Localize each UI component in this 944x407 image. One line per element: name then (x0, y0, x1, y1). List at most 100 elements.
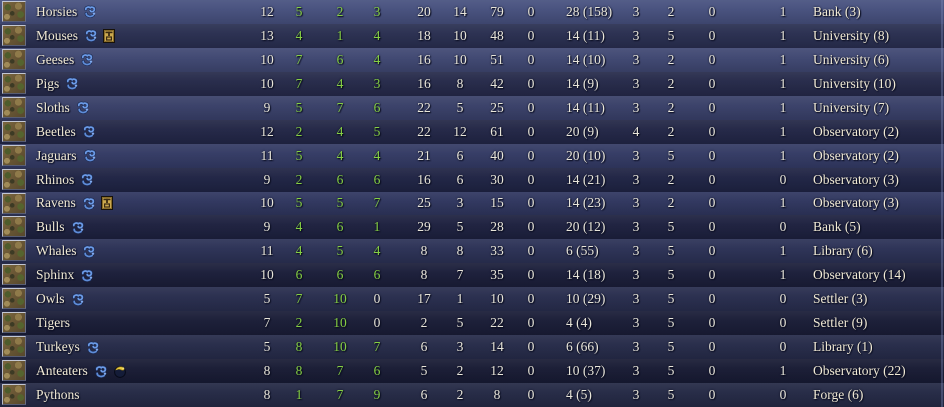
city-thumbnail-icon[interactable] (2, 288, 26, 310)
production-item: Library (6) (813, 243, 873, 259)
city-thumbnail-icon[interactable] (2, 120, 26, 142)
city-thumbnail-icon[interactable] (2, 72, 26, 94)
stat-value: 0 (779, 315, 787, 331)
stat-value: 6 (55) (566, 243, 599, 259)
stat-value: 0 (527, 99, 535, 115)
city-row[interactable]: Tigers 7 2 10 0 2 5 22 0 4 (4) 3 5 0 0 Settler (9) (0, 311, 944, 336)
stat-value: 0 (708, 267, 716, 283)
stat-value: 0 (527, 267, 535, 283)
city-name: Pigs (36, 75, 60, 91)
stat-value: 1 (373, 219, 381, 235)
city-row[interactable]: Sloths 9 5 7 6 22 5 25 0 14 (11) 3 2 0 1 University … (0, 95, 944, 120)
city-row[interactable]: Pigs 10 7 4 3 16 8 42 0 14 (9) 3 2 0 1 University (1… (0, 71, 944, 96)
production-item: Observatory (3) (813, 195, 899, 211)
stat-value: 0 (708, 123, 716, 139)
stat-value: 2 (420, 315, 428, 331)
stat-value: 4 (295, 27, 303, 43)
city-row[interactable]: Whales 11 4 5 4 8 8 33 0 6 (55) 3 5 0 1 Library (6) (0, 239, 944, 264)
stat-value: 1 (779, 195, 787, 211)
stat-value: 5 (667, 339, 675, 355)
religion-swirl-icon (71, 221, 85, 234)
stat-value: 15 (490, 195, 504, 211)
stat-value: 6 (336, 219, 344, 235)
stat-value: 0 (708, 386, 716, 402)
stat-value: 6 (295, 267, 303, 283)
city-name: Pythons (36, 386, 80, 402)
stat-value: 7 (295, 291, 303, 307)
stat-value: 7 (295, 75, 303, 91)
stat-value: 5 (373, 123, 381, 139)
stat-value: 14 (23) (566, 195, 606, 211)
stat-value: 0 (527, 243, 535, 259)
stat-value: 10 (260, 51, 274, 67)
religion-swirl-icon (82, 245, 96, 258)
stat-value: 7 (336, 386, 344, 402)
stat-value: 10 (453, 27, 467, 43)
city-row[interactable]: Geeses 10 7 6 4 16 10 51 0 14 (10) 3 2 0 1 Universit… (0, 47, 944, 72)
city-row[interactable]: Anteaters 8 8 7 6 5 2 12 0 10 (37) 3 5 0 1 Observato… (0, 359, 944, 383)
stat-value: 2 (295, 123, 303, 139)
stat-value: 1 (456, 291, 464, 307)
stat-value: 6 (420, 339, 428, 355)
stat-value: 2 (667, 195, 675, 211)
city-thumbnail-icon[interactable] (2, 168, 26, 190)
religion-swirl-icon (83, 5, 97, 19)
city-row[interactable]: Mouses 13 4 1 4 18 10 48 0 14 (11) 3 5 0 1 Universit… (0, 23, 944, 48)
stat-value: 10 (333, 315, 347, 331)
religion-swirl-icon (80, 173, 94, 186)
stat-value: 10 (333, 339, 347, 355)
stat-value: 3 (632, 243, 640, 259)
production-item: Bank (5) (813, 219, 861, 235)
city-thumbnail-icon[interactable] (2, 360, 26, 382)
stat-value: 21 (417, 147, 431, 163)
stat-value: 2 (336, 3, 344, 19)
stat-value: 6 (456, 147, 464, 163)
city-row[interactable]: Pythons 8 1 7 9 6 2 8 0 4 (5) 3 5 0 0 Forge (6) (0, 383, 944, 407)
city-thumbnail-icon[interactable] (2, 240, 26, 262)
city-thumbnail-icon[interactable] (2, 24, 26, 46)
city-name: Owls (36, 291, 65, 307)
city-thumbnail-icon[interactable] (2, 384, 26, 405)
stat-value: 7 (295, 51, 303, 67)
stat-value: 0 (708, 3, 716, 19)
stat-value: 33 (490, 243, 504, 259)
city-row[interactable]: Owls 5 7 10 0 17 1 10 0 10 (29) 3 5 0 0 Settler (3) (0, 287, 944, 312)
stat-value: 6 (336, 267, 344, 283)
city-row[interactable]: Jaguars 11 5 4 4 21 6 40 0 20 (10) 3 5 0 1 Observato… (0, 143, 944, 168)
stat-value: 8 (420, 243, 428, 259)
city-thumbnail-icon[interactable] (2, 264, 26, 286)
production-item: Settler (9) (813, 315, 868, 331)
stat-value: 8 (295, 363, 303, 379)
city-name: Ravens (36, 195, 76, 211)
city-row[interactable]: Turkeys 5 8 10 7 6 3 14 0 6 (66) 3 5 0 0 Library (1) (0, 335, 944, 360)
city-row[interactable]: Ravens 10 5 5 7 25 3 15 0 14 (23) 3 2 0 1 Observator… (0, 191, 944, 216)
city-row[interactable]: Beetles 12 2 4 5 22 12 61 0 20 (9) 4 2 0 1 Observato… (0, 119, 944, 144)
city-row[interactable]: Horsies 12 5 2 3 20 14 79 0 28 (158) 3 2 0 1 Bank (3… (0, 0, 944, 24)
stat-value: 4 (336, 75, 344, 91)
stat-value: 8 (263, 363, 271, 379)
stat-value: 3 (456, 195, 464, 211)
stat-value: 14 (18) (566, 267, 606, 283)
city-thumbnail-icon[interactable] (2, 312, 26, 334)
production-item: Observatory (2) (813, 123, 899, 139)
city-thumbnail-icon[interactable] (2, 144, 26, 166)
city-thumbnail-icon[interactable] (2, 192, 26, 214)
city-thumbnail-icon[interactable] (2, 216, 26, 238)
city-row[interactable]: Rhinos 9 2 6 6 16 6 30 0 14 (21) 3 2 0 0 Observatory… (0, 167, 944, 192)
stat-value: 2 (667, 123, 675, 139)
religion-swirl-icon (80, 53, 94, 67)
stat-value: 13 (260, 27, 274, 43)
stat-value: 0 (779, 291, 787, 307)
religion-swirl-icon (82, 125, 96, 139)
city-row[interactable]: Sphinx 10 6 6 6 8 7 35 0 14 (18) 3 5 0 1 Observatory… (0, 263, 944, 288)
city-thumbnail-icon[interactable] (2, 96, 26, 118)
stat-value: 0 (527, 75, 535, 91)
city-thumbnail-icon[interactable] (2, 1, 26, 22)
city-row[interactable]: Bulls 9 4 6 1 29 5 28 0 20 (12) 3 5 0 0 Bank (5) (0, 215, 944, 240)
city-thumbnail-icon[interactable] (2, 48, 26, 70)
religion-swirl-icon (86, 341, 100, 354)
religion-swirl-icon (71, 293, 85, 306)
city-thumbnail-icon[interactable] (2, 336, 26, 358)
